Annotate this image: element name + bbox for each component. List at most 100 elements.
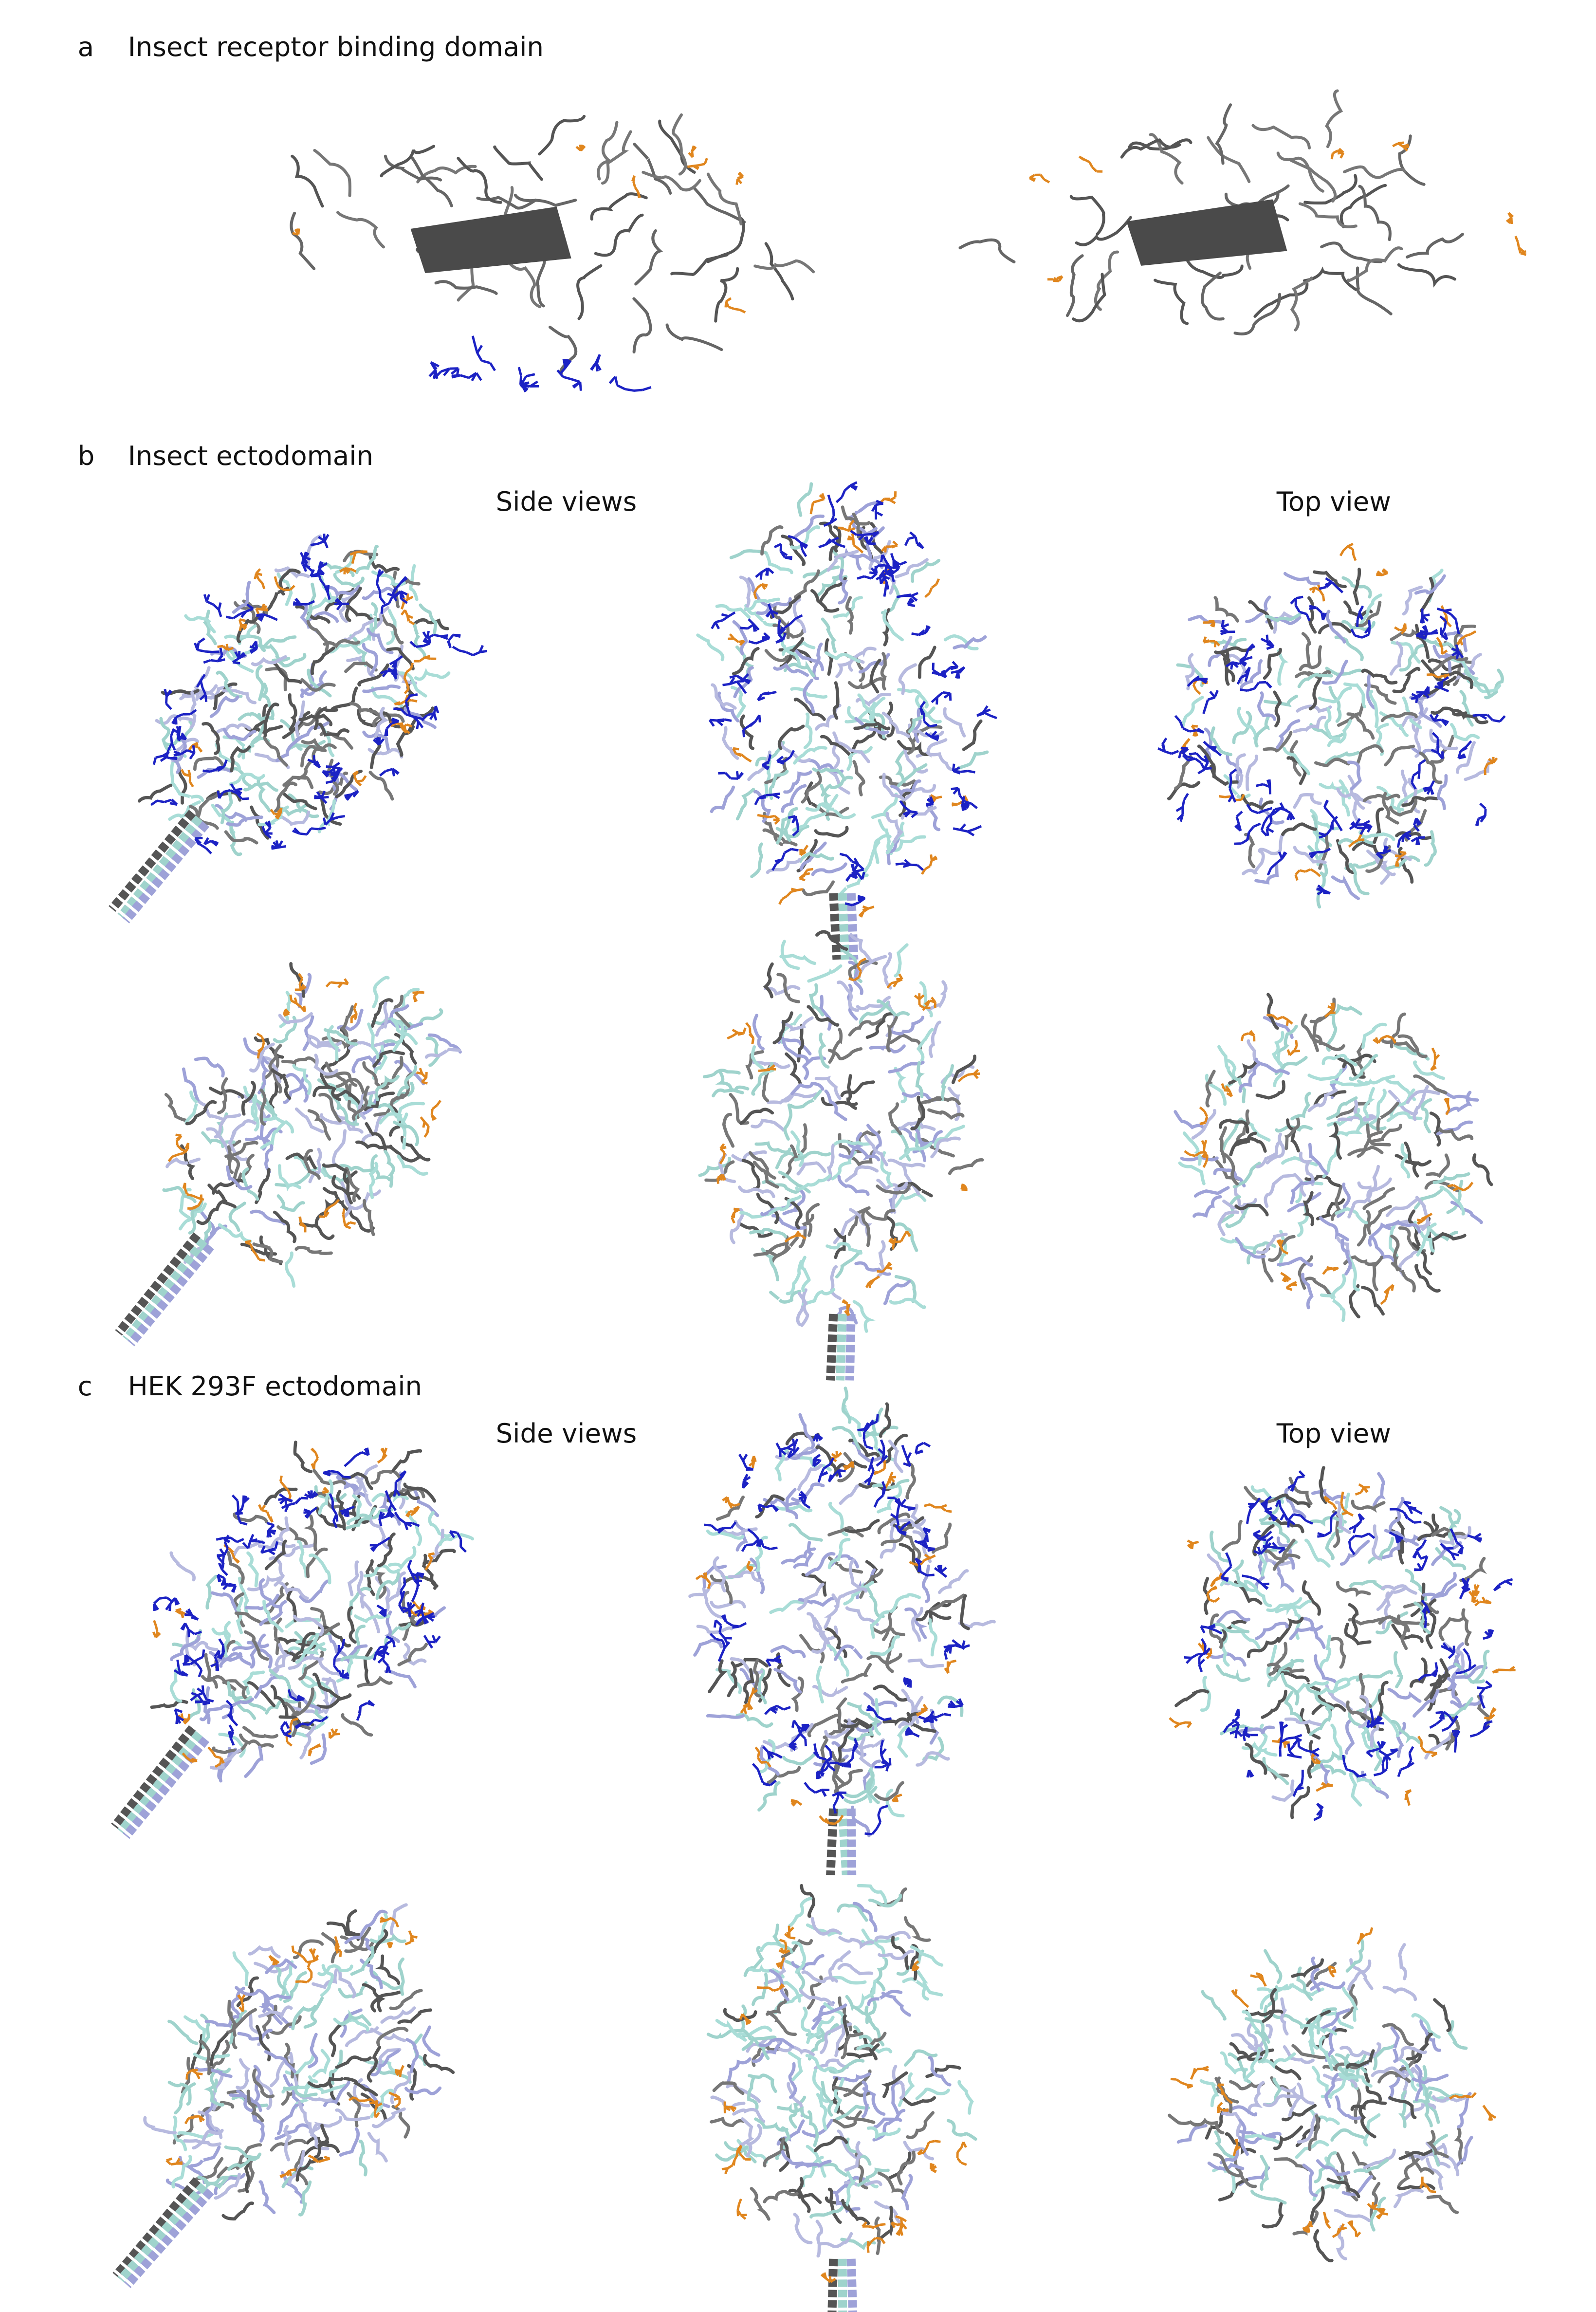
ribbon [1349,1580,1385,1591]
glycan [1029,173,1050,184]
ribbon [389,1989,423,2010]
ribbon [1431,1541,1462,1566]
ribbon [835,1250,862,1278]
glycan [775,619,787,644]
ribbon [873,1684,909,1702]
ribbon [905,1462,916,1500]
ribbon [927,1108,965,1120]
ribbon [538,114,586,156]
ribbon [1417,1513,1439,1541]
ribbon [1433,655,1468,671]
ribbon [1449,723,1480,741]
glycan [844,895,866,906]
ribbon [903,2141,935,2161]
glycan [217,789,249,800]
ribbon [350,1946,375,1976]
ribbon [1185,258,1244,279]
glycan [220,1583,237,1593]
glycan [294,1716,329,1729]
ribbon [1303,174,1358,204]
ribbon [194,1096,223,1121]
ribbon [837,2129,862,2160]
glycan [217,1555,228,1576]
glycan [1477,1680,1493,1709]
glycan [1436,607,1460,635]
view-label: Top view [1276,486,1391,517]
glycan [1475,802,1487,827]
ribbon [1276,719,1301,749]
ribbon [874,1781,904,1801]
ribbon [869,1610,893,1639]
glycan [775,1443,795,1457]
glycan [924,578,940,598]
ribbon [857,693,878,727]
ribbon [1313,2229,1334,2262]
ribbon [313,148,351,197]
ribbon [218,1732,246,1758]
ribbon [246,1551,259,1588]
ribbon [322,1165,352,1184]
glycan [778,1939,790,1954]
glycan [608,376,652,392]
ribbon [807,1005,840,1027]
ribbon [1369,2182,1381,2220]
glycan [755,567,774,580]
ribbon [1321,659,1348,685]
ribbon [880,2205,894,2239]
ribbon [386,647,415,671]
ribbon [1397,263,1457,288]
ribbon [341,1713,373,1737]
ribbon [812,1685,848,1698]
ribbon [307,668,332,698]
ribbon [894,1193,927,1208]
ribbon [828,1950,851,1982]
ribbon [360,2092,387,2122]
ribbon [852,1300,876,1333]
ribbon [283,2085,318,2098]
ribbon [1218,1126,1228,1164]
ribbon [273,1016,297,1044]
ribbon [288,693,297,731]
glycan [1355,1483,1370,1496]
glycan [1187,675,1208,687]
ribbon [810,1917,842,1936]
ribbon [1176,2124,1208,2144]
glycan [903,1677,912,1688]
ribbon [1240,659,1263,689]
ribbon [171,738,187,774]
ribbon [293,1939,324,1960]
glycan [880,1739,892,1767]
ribbon [1413,1689,1440,1718]
ribbon [894,1067,907,1104]
ribbon [1352,797,1364,833]
glycan [757,1503,779,1512]
glycan [919,701,937,728]
ribbon [226,1551,245,1585]
ribbon [1314,1654,1337,1683]
ribbon [877,2171,906,2198]
glycan [931,691,952,705]
ribbon [764,242,794,301]
ribbon [1376,785,1405,812]
ribbon [364,1091,395,1111]
ribbon [178,1202,207,1231]
ribbon [366,628,394,654]
glycan [845,867,865,882]
ribbon [258,2005,293,2021]
glycan [923,1710,952,1723]
ribbon [254,1961,290,1974]
ribbon [293,1614,325,1636]
ribbon [1255,1622,1289,1640]
ribbon [821,2081,834,2117]
glycan [924,1503,952,1513]
ribbon [350,1189,382,1210]
ribbon [428,1511,453,1538]
ribbon [1347,775,1365,810]
ribbon [788,2051,803,2082]
ribbon [330,686,358,712]
ribbon [1319,2035,1334,2072]
glycan [890,553,907,568]
ribbon [814,1075,842,1100]
ribbon [170,1635,201,1661]
ribbon [1398,2090,1407,2128]
